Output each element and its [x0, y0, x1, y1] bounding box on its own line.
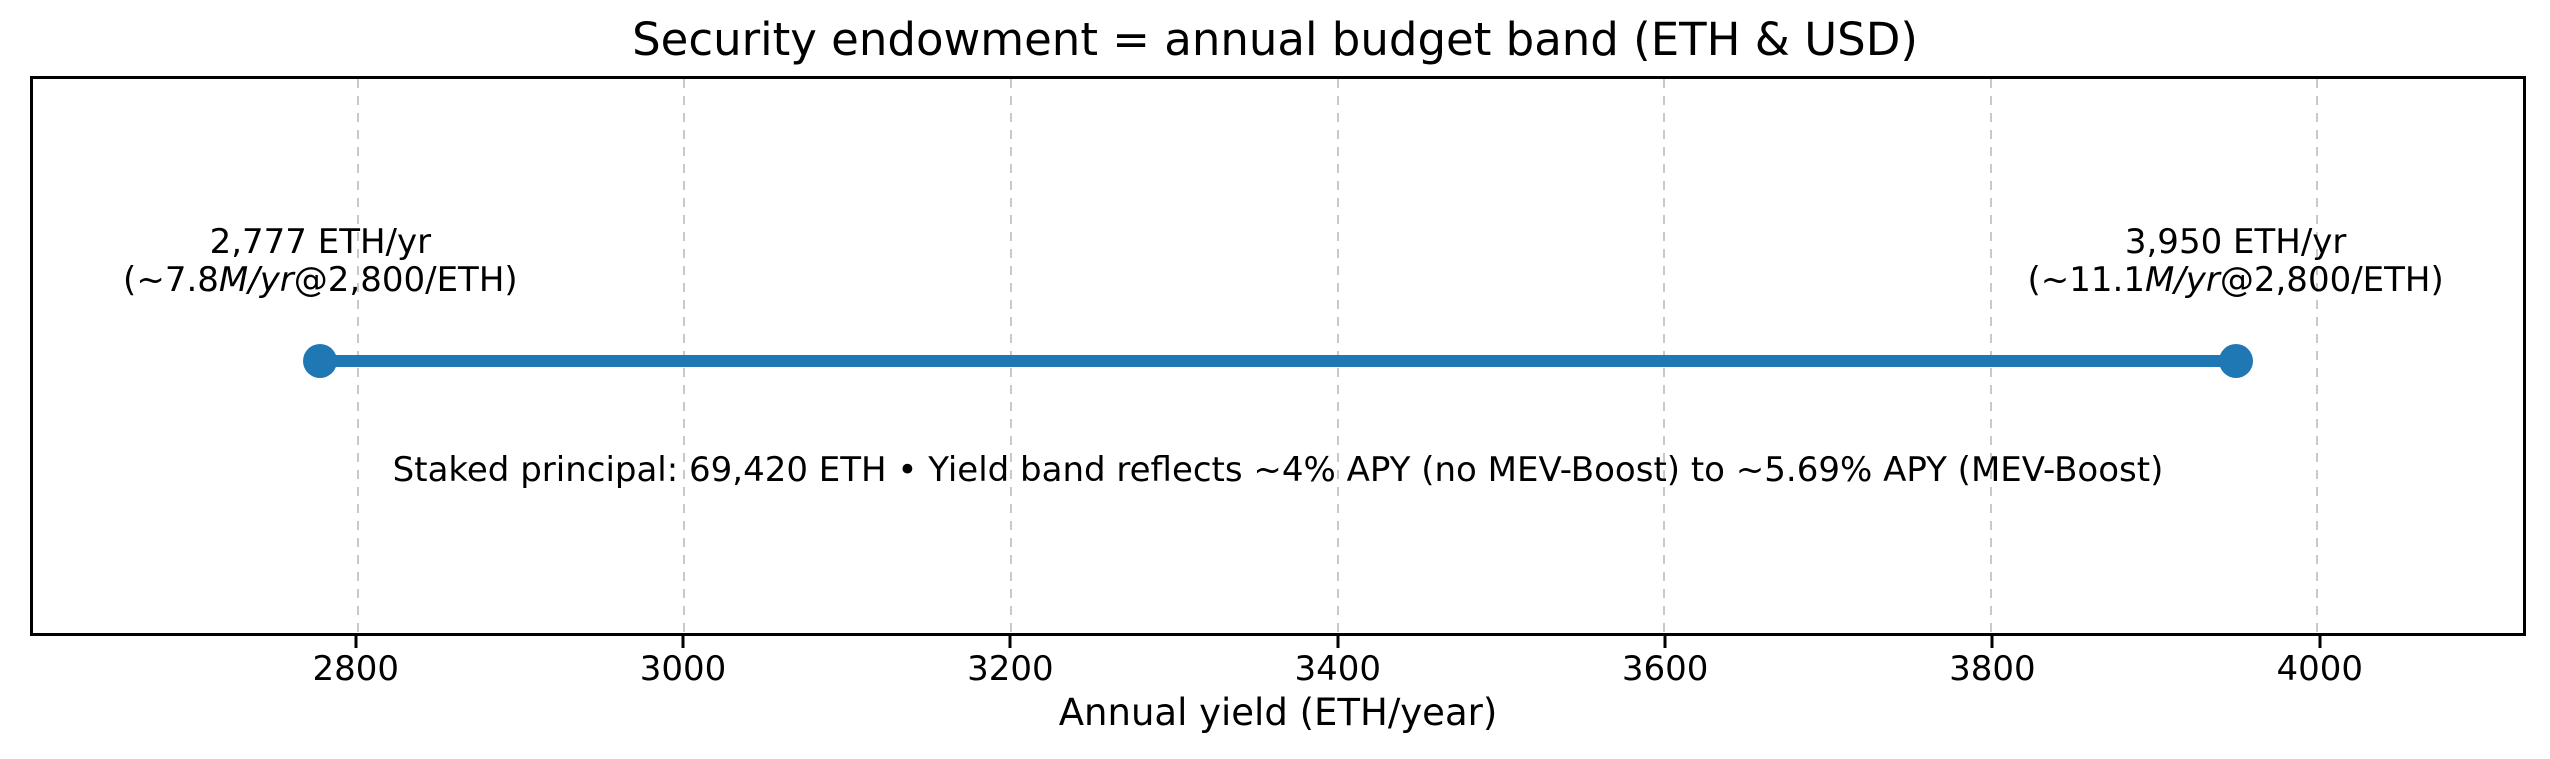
- chart-title: Security endowment = annual budget band …: [632, 13, 1918, 66]
- band-line: [320, 355, 2236, 367]
- endpoint-label-left-line2: (~7.8M/yr@2,800/ETH): [123, 261, 518, 299]
- tick-label-4000: 4000: [2276, 649, 2364, 689]
- x-axis-label: Annual yield (ETH/year): [1058, 691, 1498, 734]
- tick-label-3400: 3400: [1294, 649, 1381, 689]
- label-segment-italic: M/yr: [218, 260, 294, 300]
- tick-label-3000: 3000: [639, 649, 727, 689]
- endpoint-label-right-line2: (~11.1M/yr@2,800/ETH): [2028, 261, 2444, 299]
- tick-mark-3200: [1008, 636, 1012, 648]
- gridline-4000: [2316, 79, 2319, 633]
- label-segment: 2,800/ETH): [327, 260, 518, 300]
- band-marker-left: [303, 344, 338, 378]
- label-segment: (~: [2027, 260, 2070, 300]
- label-segment-italic: M/yr: [2144, 260, 2220, 300]
- label-segment: (~: [123, 260, 165, 300]
- label-segment: @: [293, 260, 328, 300]
- label-segment: 7.8: [164, 260, 219, 300]
- tick-mark-3600: [1663, 636, 1667, 648]
- tick-mark-3800: [1990, 636, 1994, 648]
- tick-label-3800: 3800: [1949, 649, 2036, 689]
- tick-label-3200: 3200: [967, 649, 1054, 689]
- plot-area: 2,777 ETH/yr (~7.8M/yr@2,800/ETH) 3,950 …: [30, 76, 2526, 636]
- label-segment: 2,800/ETH): [2253, 260, 2444, 300]
- endpoint-label-left: 2,777 ETH/yr (~7.8M/yr@2,800/ETH): [123, 223, 518, 299]
- tick-label-2800: 2800: [312, 649, 399, 689]
- tick-mark-2800: [354, 636, 358, 648]
- tick-mark-3400: [1336, 636, 1340, 648]
- tick-mark-4000: [2318, 636, 2322, 648]
- band-marker-right: [2218, 344, 2253, 378]
- annotation: Staked principal: 69,420 ETH • Yield ban…: [392, 450, 2164, 490]
- x-axis-ticks: 2800 3000 3200 3400 3600 3800 4000: [30, 636, 2526, 696]
- label-segment: @: [2219, 260, 2254, 300]
- tick-mark-3000: [681, 636, 685, 648]
- label-segment: 11.1: [2069, 260, 2145, 300]
- endpoint-label-left-line1: 2,777 ETH/yr: [209, 222, 432, 262]
- tick-label-3600: 3600: [1621, 649, 1709, 689]
- endpoint-label-right-line1: 3,950 ETH/yr: [2124, 222, 2347, 262]
- endpoint-label-right: 3,950 ETH/yr (~11.1M/yr@2,800/ETH): [2028, 223, 2444, 299]
